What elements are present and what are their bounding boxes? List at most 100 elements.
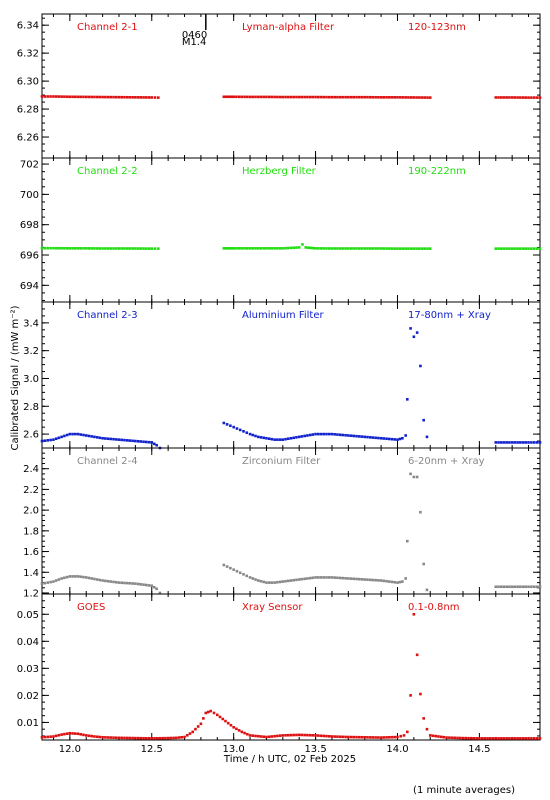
data-point [267,95,271,99]
data-point [235,427,239,430]
data-point [43,95,47,98]
data-point [448,736,451,739]
data-point [284,246,287,250]
data-point [401,247,405,250]
data-point [194,727,197,731]
data-point [519,96,522,99]
data-point [513,96,517,99]
flare-time-label: 0460 [182,30,207,41]
data-point [60,435,63,439]
data-point [65,732,69,735]
data-point [46,581,50,584]
data-point [382,96,386,99]
data-point [311,734,315,737]
data-point [259,735,263,738]
data-point [516,247,519,250]
data-point [338,576,342,580]
data-point [60,246,63,250]
data-point [338,735,342,739]
data-point [497,247,500,250]
data-point [112,580,115,584]
panel-frame [41,157,541,303]
data-point [516,441,519,444]
data-point [286,95,290,99]
data-point [377,436,380,440]
data-point [327,247,331,250]
data-point [385,96,388,99]
data-point [276,734,279,738]
data-point [336,433,339,436]
data-point [90,577,93,580]
data-point [82,95,85,99]
data-point [270,735,274,738]
data-point [224,247,228,250]
data-point [284,437,287,441]
y-tick-label: 696 [20,251,39,262]
data-point [40,95,44,98]
data-point [349,735,353,739]
data-point [412,247,416,250]
data-point [352,247,356,250]
data-point [87,734,91,738]
data-point [248,576,252,579]
data-point [415,331,419,334]
data-point [147,440,151,444]
data-point [499,585,503,589]
data-point [393,247,397,250]
data-point [347,434,350,437]
data-point [297,95,301,99]
panel-channel-label: Channel 2-3 [77,310,138,321]
data-point [289,246,293,250]
data-point [289,733,293,737]
data-point [409,694,412,697]
data-point [139,583,143,586]
data-point [109,95,113,99]
data-point [98,247,102,250]
data-point [428,247,432,250]
data-point [415,653,419,657]
data-point [338,95,342,99]
data-point [120,581,124,585]
data-point [139,440,143,443]
data-point [295,733,298,737]
data-point [76,732,80,736]
data-point [68,95,72,99]
data-point [425,588,429,592]
data-point [304,246,308,249]
data-point [519,737,522,740]
data-point [292,733,296,737]
y-tick-label: 3.4 [23,318,39,329]
data-point [90,95,93,99]
data-point [499,441,503,444]
data-point [519,441,522,444]
data-point [243,95,246,99]
data-point [513,737,517,740]
data-point [301,243,304,246]
data-point [428,96,432,99]
data-point [136,247,140,250]
data-point [52,580,55,583]
data-point [254,434,257,438]
data-point [371,436,375,439]
data-point [284,734,287,737]
data-point [82,733,85,737]
data-point [352,95,356,99]
data-point [281,734,285,737]
data-point [355,577,358,581]
data-point [57,733,61,737]
data-point [49,246,52,250]
data-point [499,247,503,250]
data-point [317,432,320,436]
y-tick-label: 3.2 [23,346,39,357]
data-point [84,95,88,99]
data-point [222,95,226,99]
data-point [139,96,143,99]
data-point [270,581,274,584]
data-point [363,95,367,99]
data-point [248,432,252,436]
data-point [281,95,285,99]
data-point [63,576,66,580]
data-point [521,585,525,589]
data-point [513,585,517,589]
data-point [355,95,358,99]
